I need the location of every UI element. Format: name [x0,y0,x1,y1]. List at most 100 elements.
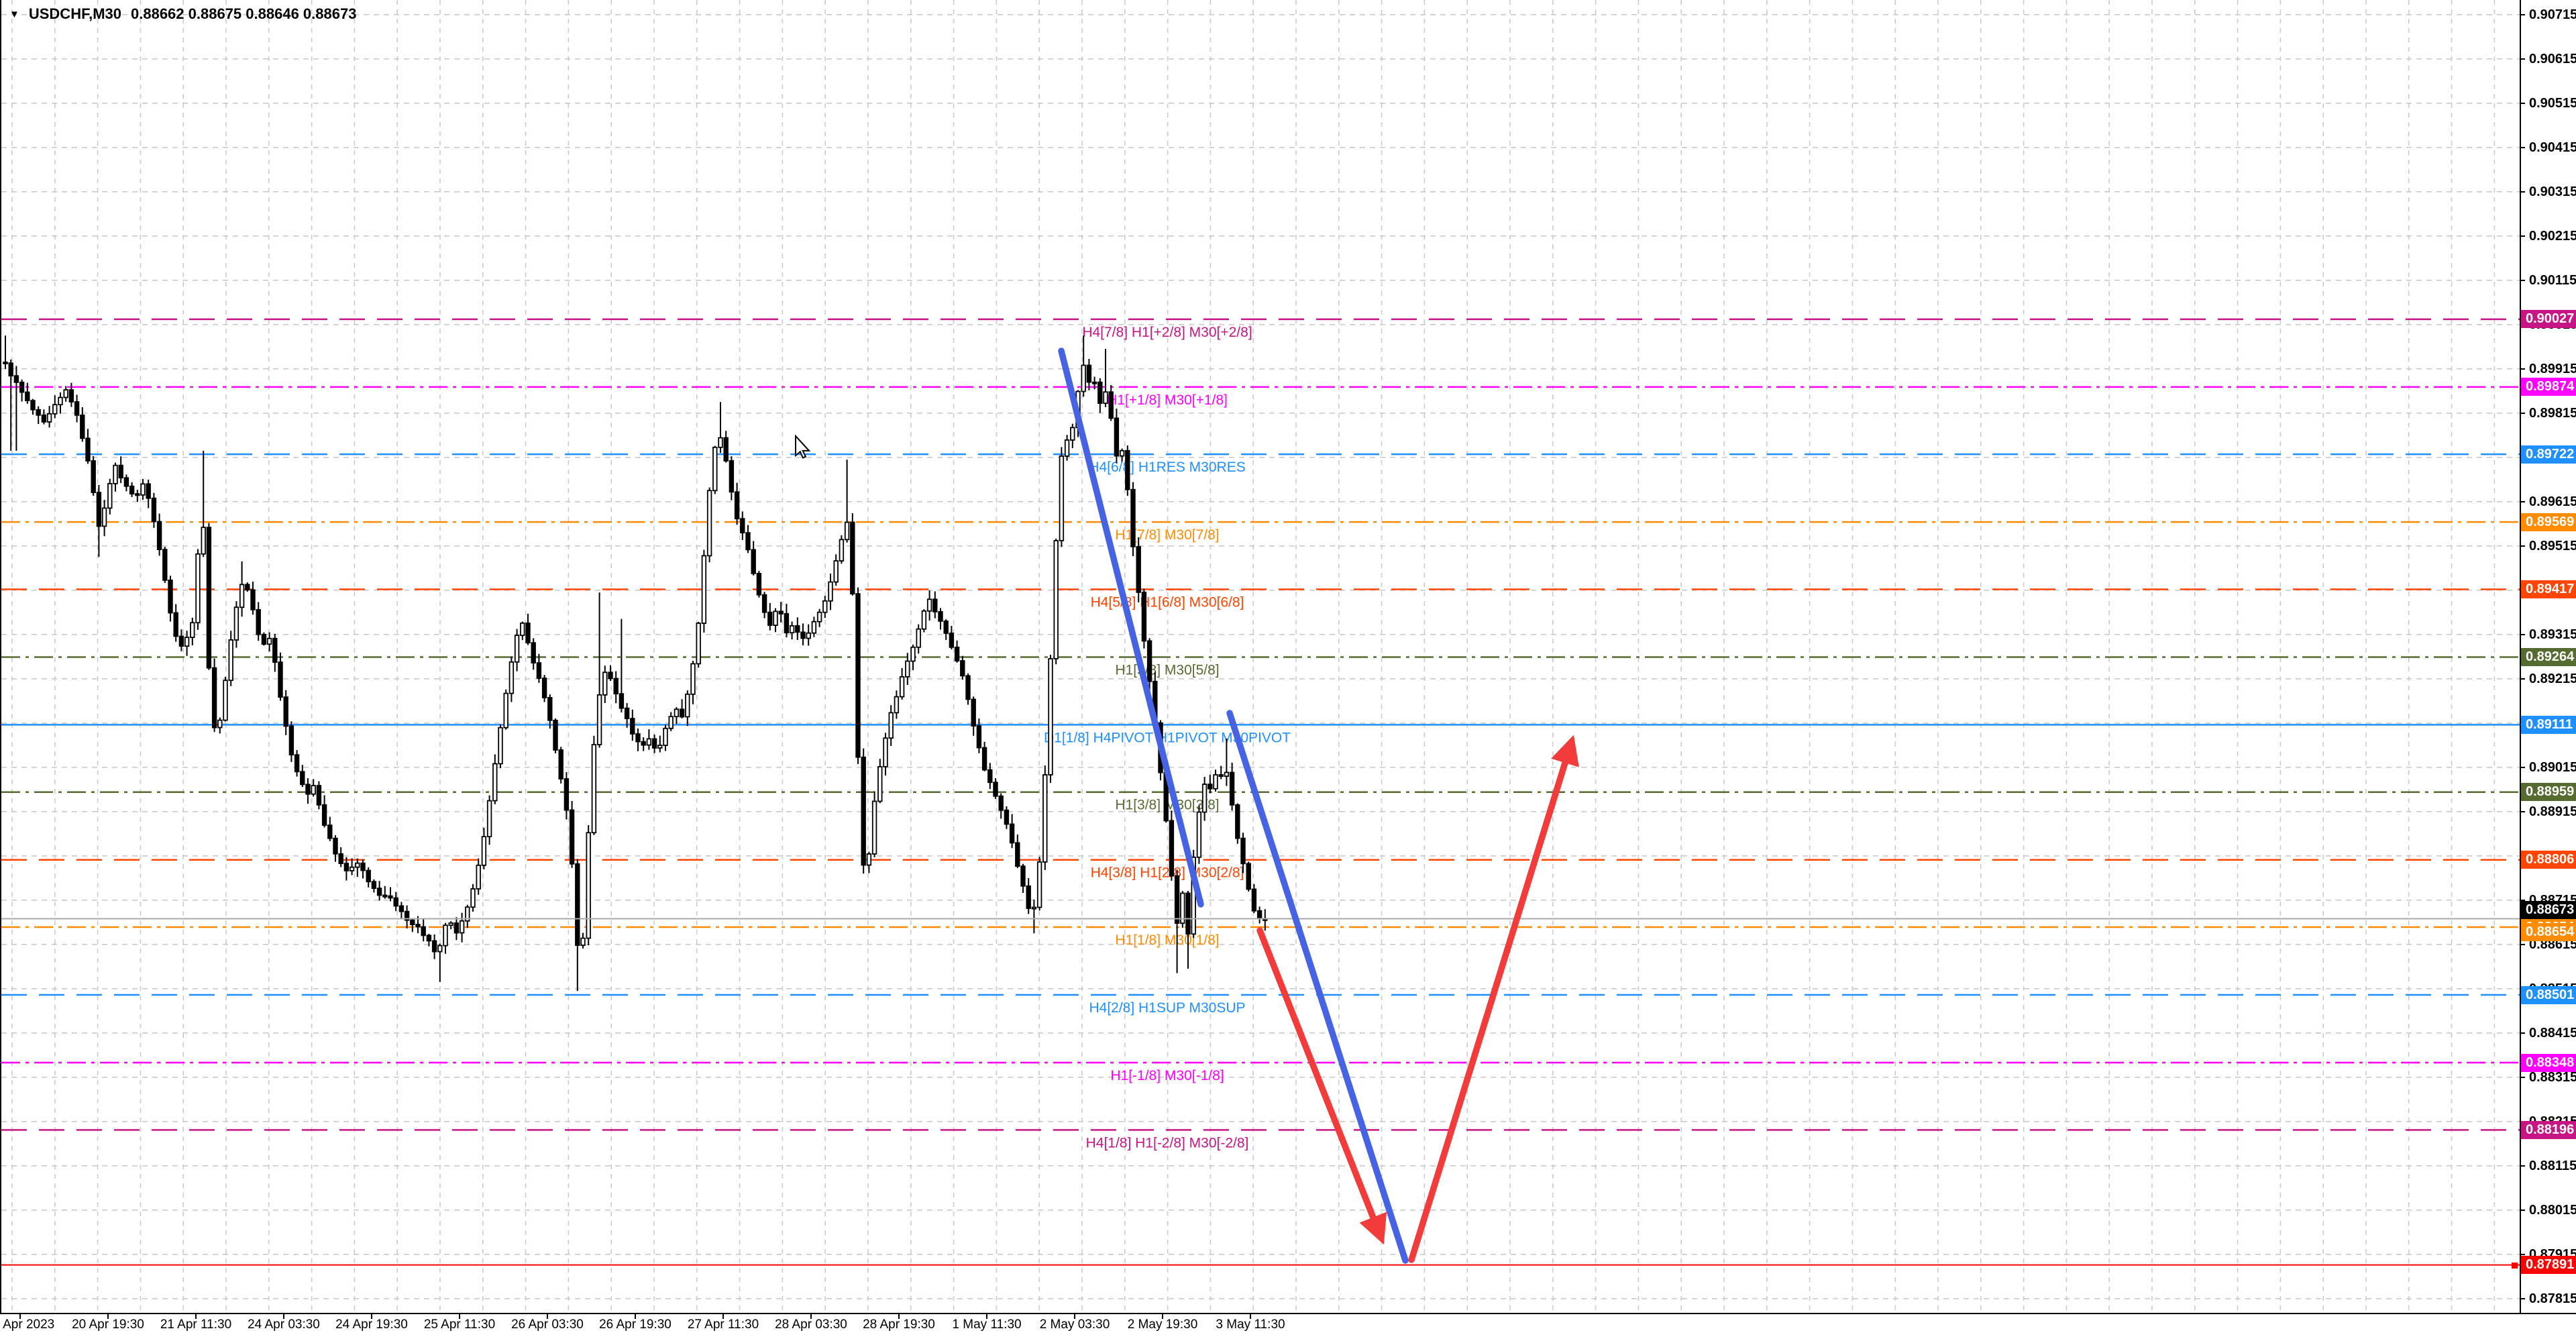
candle-body [201,527,206,555]
candle-body [46,413,52,423]
candle-body [1185,892,1191,935]
level-label[interactable]: H4[5/8] H1[6/8] M30[6/8] [1091,594,1244,610]
red-arrow[interactable] [1256,927,1387,1245]
price-tick-mark [2520,235,2525,237]
candle-body [156,521,162,550]
level-price-badge: 0.89722 [2521,445,2576,464]
level-label[interactable]: H1[7/8] M30[7/8] [1115,527,1219,543]
price-tick-label: 0.90515 [2529,95,2576,111]
level-label[interactable]: H1[5/8] M30[5/8] [1115,662,1219,678]
candle-body [938,610,943,622]
support-line-anchor [2512,1262,2518,1269]
candle-body [343,863,350,871]
price-tick-mark [2520,500,2525,502]
level-label[interactable]: H4[7/8] H1[+2/8] M30[+2/8] [1082,325,1252,340]
candle-body [756,572,762,596]
candle-body [871,800,877,855]
symbol-dropdown-icon[interactable]: ▼ [9,8,19,20]
candle-body [525,622,531,644]
blue-trend-line[interactable] [1058,347,1204,908]
level-price-badge: 0.88806 [2521,851,2576,869]
candle-body [129,485,135,495]
candle-body [140,483,146,496]
time-tick-label: 1 May 11:30 [952,1318,1022,1332]
candle-body [211,667,217,729]
price-tick-mark [2520,1165,2525,1167]
candle-body [1091,381,1097,384]
candle-body [184,637,190,647]
price-tick-mark [2520,766,2525,768]
price-tick-label: 0.90715 [2529,7,2576,22]
candle-body [305,784,311,795]
candle-body [228,639,233,682]
candle-body [1020,865,1026,887]
price-tick-label: 0.90415 [2529,140,2576,155]
candle-body [1213,774,1218,790]
candle-body [608,672,613,680]
candle-body [107,483,113,509]
price-tick-label: 0.90115 [2529,272,2576,288]
candle-body [657,745,663,749]
blue-trend-line[interactable] [1226,710,1409,1264]
level-label[interactable]: H1[-1/8] M30[-1/8] [1110,1068,1224,1083]
time-tick-label: 24 Apr 03:30 [248,1318,320,1332]
candle-body [25,391,30,402]
candle-body [965,675,971,700]
level-label[interactable]: H4[3/8] H1[2/8] M30[2/8] [1091,865,1244,881]
candle-body [520,622,525,637]
candle-body [360,862,366,871]
level-price-badge: 0.89569 [2521,513,2576,531]
candle-body [63,389,68,398]
candle-body [470,888,476,908]
red-arrow[interactable] [1408,735,1579,1263]
candle-body [1026,885,1031,909]
level-label[interactable]: H1[+1/8] M30[+1/8] [1107,392,1228,408]
candle-body [1256,910,1263,920]
candle-body [564,778,570,811]
price-tick-mark [2520,191,2525,193]
time-tick-mark [19,1313,21,1319]
level-label[interactable]: D1[1/8] H4PIVOT H1PIVOT M30PIVOT [1044,730,1291,745]
trend-objects [795,347,1579,1264]
candle-body [926,598,932,612]
candle-body [553,719,558,751]
candle-body [894,696,900,714]
level-label[interactable]: H4[1/8] H1[-2/8] M30[-2/8] [1086,1135,1249,1150]
candle-body [712,446,718,492]
price-tick-label: 0.90615 [2529,51,2576,66]
candle-body [1240,837,1246,865]
candle-body [696,623,701,665]
price-tick-mark [2520,1209,2525,1211]
candle-body [596,694,602,745]
level-label[interactable]: H4[2/8] H1SUP M30SUP [1089,1000,1245,1016]
candle-body [580,937,586,946]
candle-body [398,905,405,912]
candle-body [855,593,861,758]
time-tick-mark [898,1313,900,1319]
candle-body [795,625,800,633]
price-tick-mark [2520,810,2525,812]
candle-body [1125,449,1130,490]
symbol-label: USDCHF,M30 [28,5,121,22]
candle-body [514,635,520,663]
candle-body [52,404,58,415]
candle-body [586,832,591,939]
candle-body [492,763,498,802]
candle-body [333,837,338,855]
price-axis-separator [2520,0,2521,1313]
candle-body [806,632,811,639]
candle-body [1169,820,1175,877]
candle-body [1070,427,1075,441]
level-label[interactable]: H4[6/8] H1RES M30RES [1089,460,1245,475]
candle-body [74,401,80,416]
level-label[interactable]: H1[1/8] M30[1/8] [1115,932,1219,948]
candle-body [663,727,668,746]
candle-body [223,680,228,721]
candle-body [486,800,492,838]
level-price-badge: 0.89264 [2521,647,2576,666]
level-price-badge: 0.88654 [2521,923,2576,942]
candle-body [91,460,96,493]
time-tick-label: 21 Apr 11:30 [160,1318,232,1332]
candle-body [173,612,178,637]
candle-body [266,637,272,645]
